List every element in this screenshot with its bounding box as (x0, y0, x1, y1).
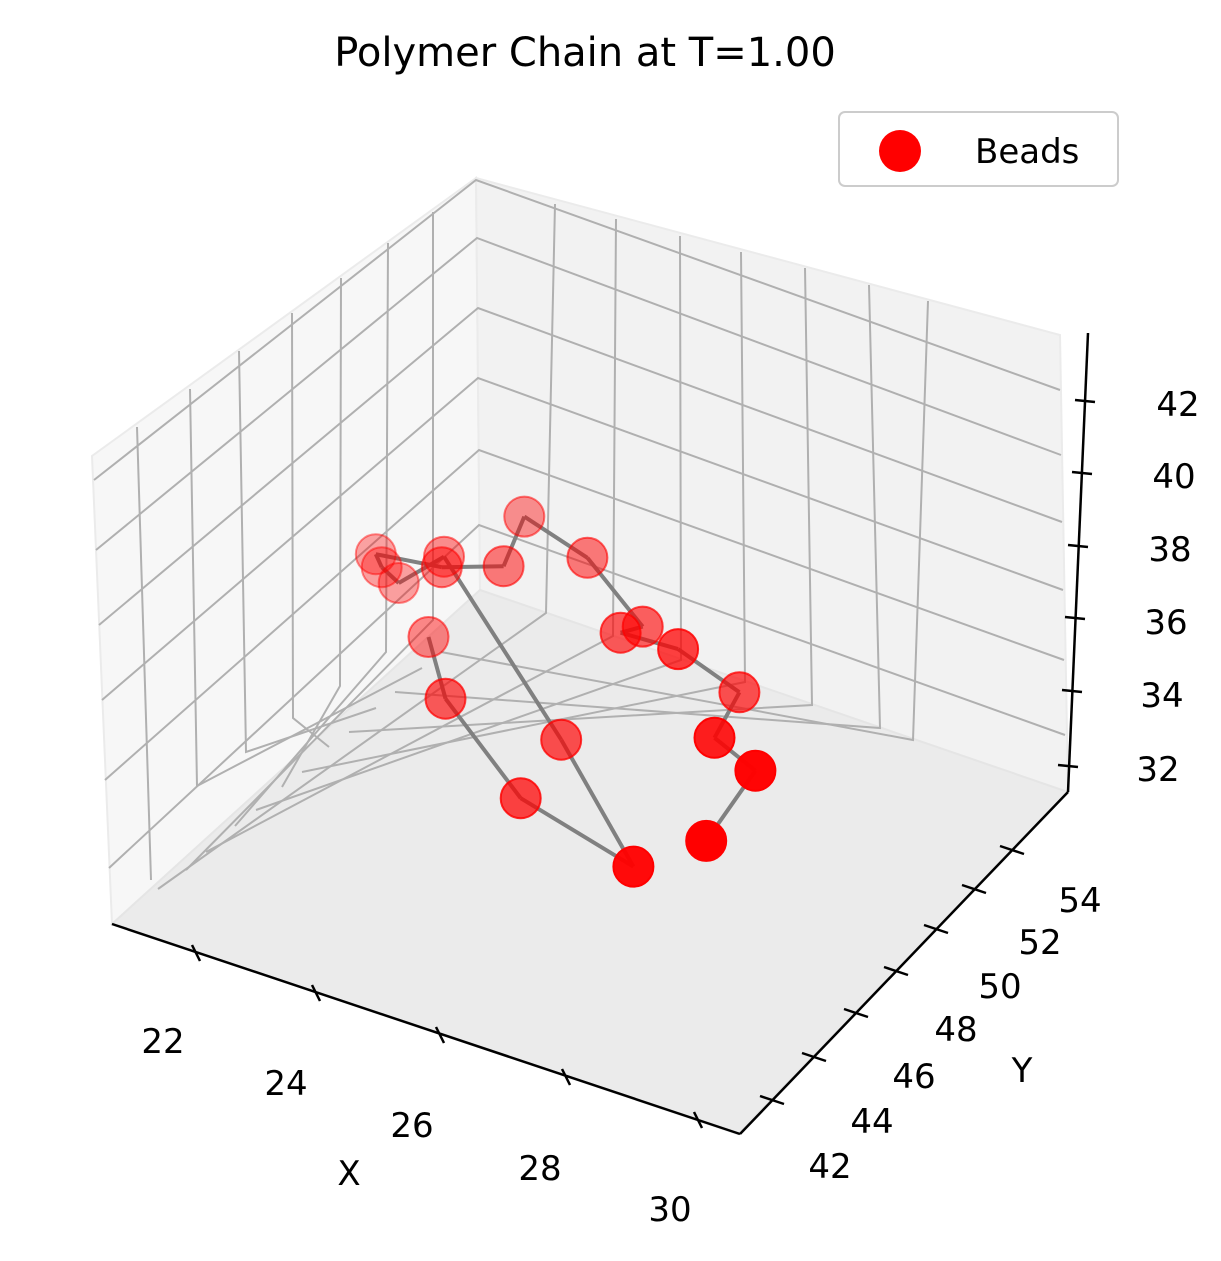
y-tick-label: 46 (892, 1057, 935, 1097)
bond-lines (373, 514, 758, 869)
z-tick-label: 38 (1148, 530, 1191, 570)
bead-point (482, 545, 525, 588)
bead-point (734, 749, 777, 792)
bead-point (566, 536, 609, 579)
bead-point (503, 495, 546, 538)
z-tick-label: 40 (1152, 457, 1195, 497)
tick-mark (190, 944, 202, 962)
tick-mark (759, 1094, 785, 1106)
x-tick-label: 22 (141, 1022, 184, 1062)
x-axis-line (111, 922, 741, 1136)
tick-mark (1071, 470, 1093, 476)
bond-line (380, 565, 401, 585)
tick-mark (1067, 543, 1089, 549)
z-tick-label: 36 (1144, 603, 1187, 643)
tick-mark (1061, 688, 1083, 694)
tick-mark (961, 883, 987, 895)
bond-line (442, 555, 563, 741)
y-tick-label: 48 (934, 1010, 977, 1050)
z-axis-line (1066, 332, 1090, 793)
z-tick-label: 34 (1140, 676, 1183, 716)
bead-point (612, 845, 655, 888)
bead-point (718, 671, 761, 714)
y-tick-label: 50 (978, 967, 1021, 1007)
bead-point (499, 777, 542, 820)
tick-mark (883, 965, 909, 977)
x-axis-label: X (337, 1154, 360, 1194)
legend: Beads (838, 111, 1119, 187)
tick-mark (923, 923, 949, 935)
x-tick-label: 30 (648, 1190, 691, 1230)
bond-line (375, 552, 443, 570)
y-axis-line (739, 791, 1069, 1135)
legend-marker-beads (879, 130, 921, 172)
z-tick-label: 32 (1136, 750, 1179, 790)
y-tick-label: 44 (850, 1102, 893, 1142)
y-tick-label: 52 (1018, 923, 1061, 963)
tick-mark (1064, 615, 1086, 621)
tick-mark (1057, 763, 1079, 769)
tick-mark (310, 984, 322, 1002)
x-tick-label: 26 (390, 1106, 433, 1146)
tick-mark (801, 1051, 827, 1063)
bead-point (360, 546, 403, 589)
tick-mark (1074, 398, 1096, 404)
legend-label-beads: Beads (975, 132, 1079, 172)
bead-point (407, 616, 450, 658)
tick-mark (999, 844, 1025, 856)
bead-point (693, 716, 736, 759)
y-tick-label: 54 (1058, 881, 1101, 921)
bead-point (420, 546, 463, 589)
tick-mark (843, 1007, 869, 1019)
tick-mark (434, 1026, 446, 1044)
bond-line (519, 796, 635, 869)
bond-line (559, 738, 636, 868)
z-tick-label: 42 (1156, 385, 1199, 425)
tick-mark (692, 1111, 704, 1129)
bead-point (599, 611, 642, 654)
bead-point (685, 819, 728, 862)
y-tick-label: 42 (808, 1147, 851, 1187)
bead-point (377, 562, 420, 604)
y-axis-label: Y (1011, 1051, 1033, 1091)
grid-lines (93, 178, 1066, 890)
beads-series (354, 495, 777, 888)
bead-point (540, 718, 583, 761)
tick-mark (560, 1068, 572, 1086)
chart-title: Polymer Chain at T=1.00 (334, 30, 836, 76)
bead-point (657, 628, 700, 671)
bead-point (424, 677, 467, 720)
x-tick-label: 28 (518, 1149, 561, 1189)
x-tick-label: 24 (264, 1064, 307, 1104)
bead-point (354, 533, 397, 576)
